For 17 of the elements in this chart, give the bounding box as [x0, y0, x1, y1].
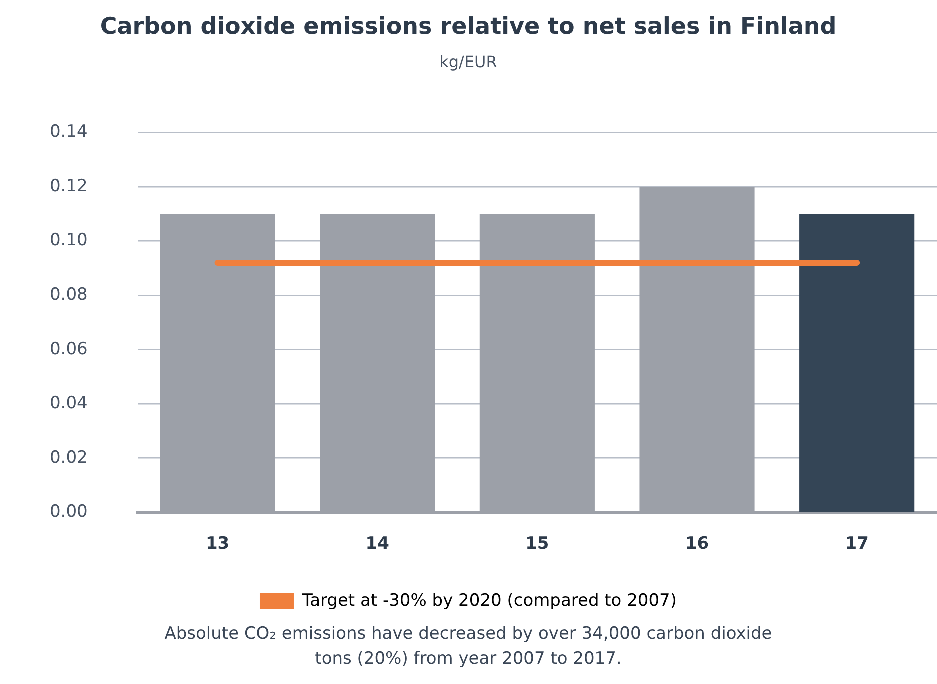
x-tick-label: 17 [845, 534, 869, 554]
x-tick-label: 15 [526, 534, 550, 554]
y-tick-label: 0.08 [50, 284, 88, 305]
chart-title: Carbon dioxide emissions relative to net sales in Finland [100, 14, 837, 40]
legend-label: Target at -30% by 2020 (compared to 2007) [301, 590, 678, 611]
y-tick-label: 0.04 [50, 394, 88, 414]
y-tick-label: 0.10 [50, 230, 88, 251]
x-tick-label: 16 [685, 534, 710, 554]
x-tick-label: 14 [366, 534, 390, 554]
y-tick-label: 0.00 [50, 502, 88, 522]
y-tick-label: 0.14 [50, 122, 88, 142]
y-tick-label: 0.02 [50, 448, 88, 468]
x-tick-label: 13 [206, 534, 230, 554]
y-tick-label: 0.06 [50, 339, 88, 360]
chart-subtitle: kg/EUR [440, 52, 498, 72]
y-tick-label: 0.12 [50, 176, 88, 196]
text: Absolute CO₂ emissions have decreased by over 34,000 carbon dioxide tons (20%) from year 2007 to 2017. [164, 623, 774, 671]
